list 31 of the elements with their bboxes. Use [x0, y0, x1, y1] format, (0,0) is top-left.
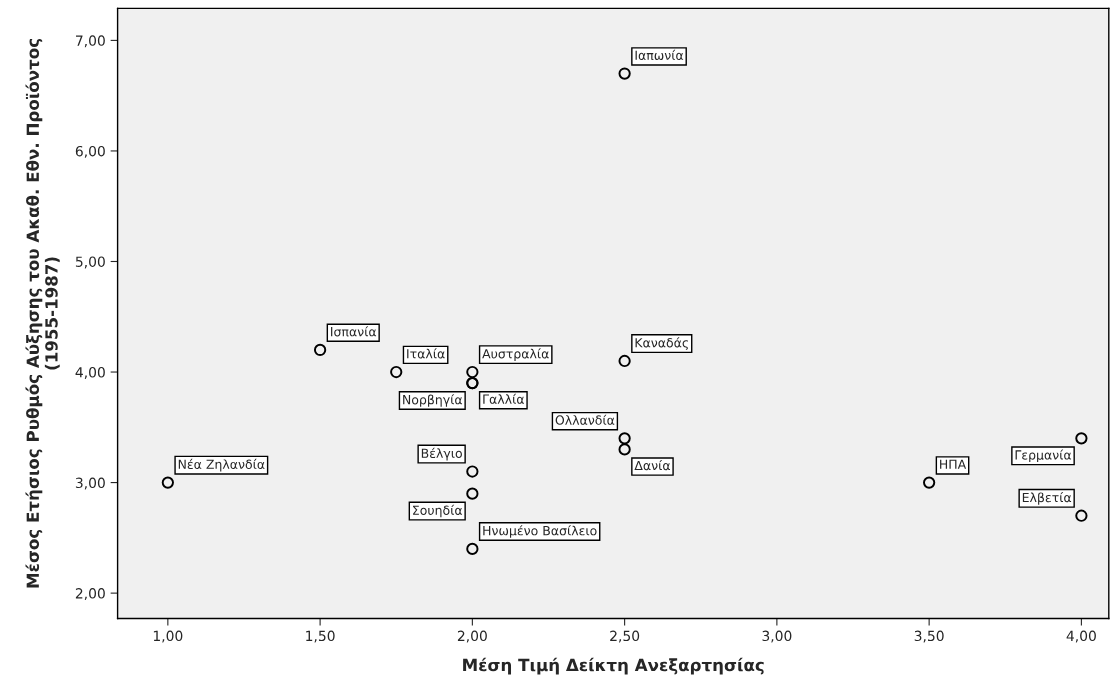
y-tick-label: 6,00 — [75, 145, 105, 158]
x-tick-label: 2,50 — [610, 630, 640, 643]
annotation: Ολλανδία — [555, 414, 615, 425]
annotation: Ιταλία — [407, 348, 445, 359]
annotation: Αυστραλία — [482, 348, 549, 361]
y-tick-label: 3,00 — [75, 477, 105, 490]
x-axis-title: Μέση Τιμή Δείκτη Ανεξαρτησίας — [463, 657, 764, 675]
y-tick-label: 5,00 — [75, 256, 105, 269]
x-tick-label: 1,00 — [153, 630, 183, 643]
annotation: Ηνωμένο Βασίλειο — [483, 525, 597, 538]
y-tick-label: 7,00 — [76, 35, 105, 48]
annotation: Γαλλία — [483, 393, 524, 404]
x-tick-label: 3,00 — [762, 630, 792, 643]
annotation: Βέλγιο — [421, 447, 462, 461]
y-tick-label: 2,00 — [75, 588, 105, 601]
x-tick-label: 4,00 — [1066, 630, 1096, 643]
x-tick-label: 1,50 — [306, 630, 335, 643]
annotation: Γερμανία — [1015, 449, 1072, 463]
annotation: Σουηδία — [413, 504, 463, 518]
annotation: Νέα Ζηλανδία — [178, 458, 265, 472]
annotation: Ελβετία — [1022, 492, 1072, 505]
x-tick-label: 2,00 — [457, 630, 487, 643]
annotation: Ισπανία — [331, 326, 377, 337]
annotation: Ιαπωνία — [635, 49, 684, 61]
x-tick-label: 3,50 — [914, 630, 944, 643]
y-tick-label: 4,00 — [75, 367, 105, 379]
annotation: Νορβηγία — [403, 394, 463, 407]
y-axis-title: Μέσος Ετήσιος Ρυθμός Αύξησης του Ακαθ. Εθν. Προϊόντος (1955-1987) — [25, 39, 60, 588]
annotation: Δανία — [634, 460, 670, 471]
annotation: Καναδάς — [635, 337, 688, 350]
annotation: ΗΠΑ — [940, 459, 967, 469]
